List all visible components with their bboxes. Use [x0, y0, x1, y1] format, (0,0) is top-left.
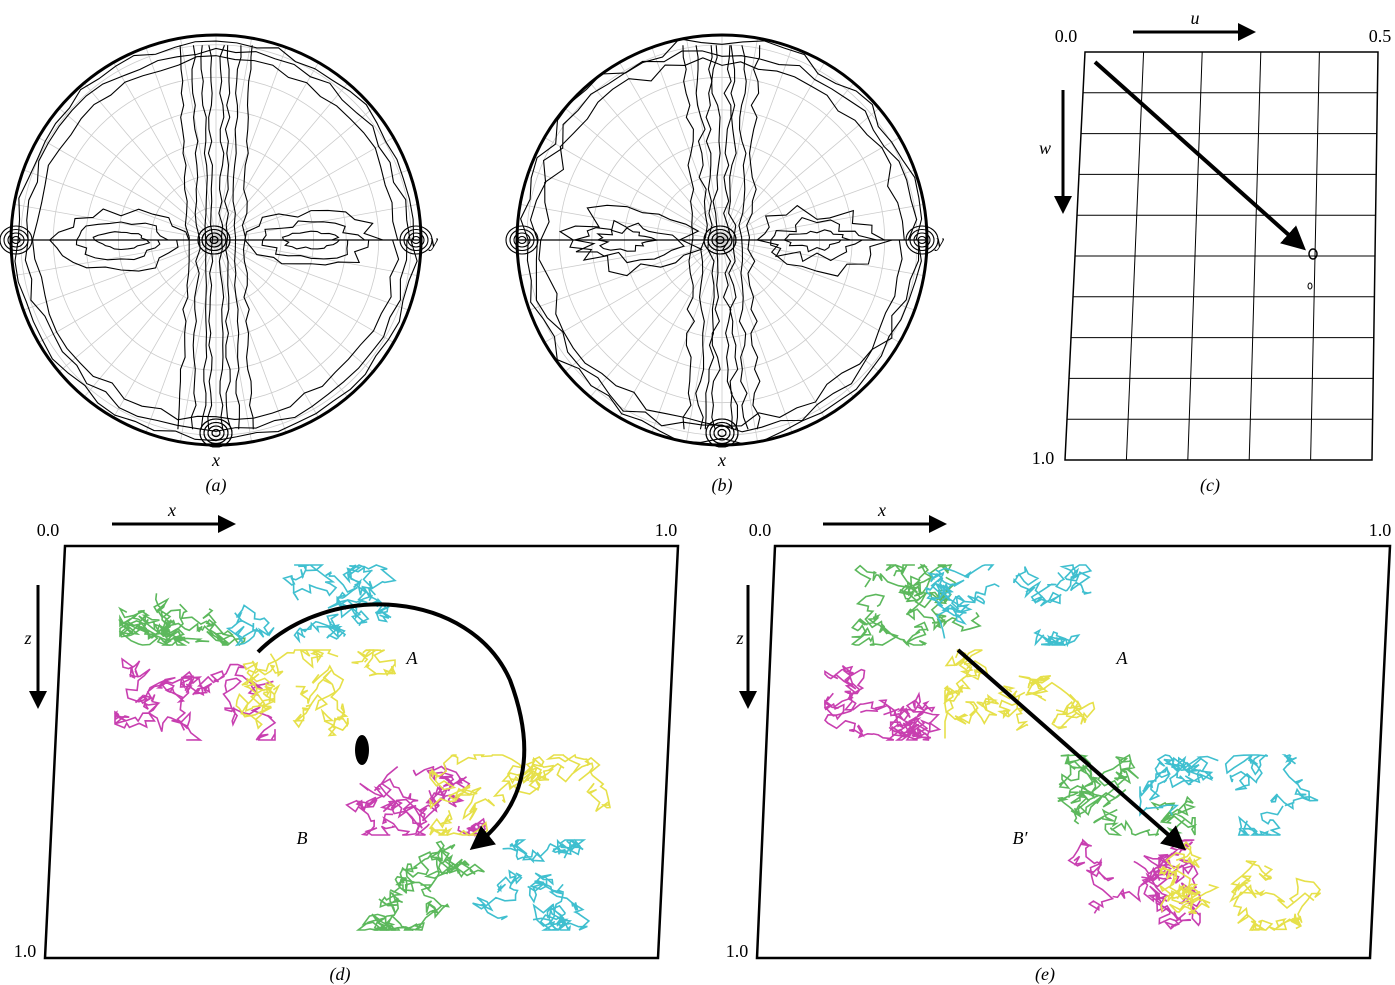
contour [76, 222, 168, 260]
molecule-trace [389, 787, 447, 836]
origin-label: 0.0 [37, 520, 60, 540]
axis-label: z [735, 628, 743, 648]
axis-end-label: 1.0 [1369, 520, 1392, 540]
panel-label: (d) [330, 964, 351, 985]
axis-label: y [934, 231, 944, 251]
molecule-trace [855, 565, 916, 595]
molecule-trace [1059, 755, 1091, 788]
axis-label: z [23, 628, 31, 648]
panel-label: (b) [712, 475, 733, 496]
molecule-trace [1239, 806, 1283, 835]
axis-label: x [877, 500, 886, 520]
molecule-trace [1269, 879, 1320, 930]
molecule-trace [503, 840, 560, 861]
contour [242, 45, 253, 429]
molecule-label: B′ [1013, 828, 1029, 848]
axis-end-label: 1.0 [14, 941, 37, 961]
molecule-trace [242, 654, 283, 709]
molecule-trace [1014, 567, 1061, 606]
axis-end-label: 0.5 [1369, 26, 1392, 46]
molecule-trace [945, 696, 999, 739]
molecule-trace [1166, 757, 1218, 783]
molecule-trace [295, 614, 346, 641]
molecule-label: A [1116, 648, 1129, 668]
molecule-trace [379, 877, 431, 913]
axis-label: x [717, 450, 726, 470]
axis-end-label: 1.0 [655, 520, 678, 540]
molecule-trace [852, 613, 898, 645]
molecule-label: B [297, 828, 308, 848]
molecule-trace [1052, 701, 1094, 729]
panel-label: (a) [206, 475, 227, 496]
origin-label: 0.0 [1055, 26, 1078, 46]
molecule-trace [1231, 861, 1272, 901]
molecule-trace [1069, 840, 1114, 913]
vector-arrow [1095, 62, 1300, 245]
molecule-trace [1056, 565, 1091, 594]
contour [757, 206, 892, 276]
peak [1309, 249, 1317, 259]
contour [784, 230, 850, 252]
contour [739, 45, 748, 429]
contour [747, 45, 760, 429]
molecule-trace [1035, 630, 1079, 645]
molecule-trace [284, 565, 336, 600]
molecule-trace [352, 650, 395, 676]
molecule-trace [825, 693, 901, 740]
molecule-trace [945, 666, 972, 712]
origin-label: 0.0 [749, 520, 772, 540]
peak [1308, 283, 1312, 289]
molecule-trace [427, 851, 485, 879]
axis-label: w [1039, 138, 1051, 158]
contour [696, 45, 708, 429]
molecule-trace [533, 903, 589, 930]
molecule-trace [1019, 676, 1080, 712]
molecule-trace [1234, 890, 1314, 930]
twofold-axis [355, 735, 369, 765]
axis-label: x [211, 450, 220, 470]
axis-end-label: 1.0 [726, 941, 749, 961]
molecule-trace [1226, 755, 1268, 790]
axis-end-label: 1.0 [1032, 448, 1055, 468]
molecule-label: A [406, 648, 419, 668]
panel-label: (e) [1035, 964, 1055, 985]
axis-label: x [167, 500, 176, 520]
panel-label: (c) [1200, 475, 1220, 496]
axis-label: u [1191, 8, 1200, 28]
molecule-trace [358, 910, 436, 930]
axis-label: y [428, 231, 438, 251]
molecule-trace [473, 871, 522, 920]
translation-arrow [958, 650, 1180, 845]
figure: x y (a) x y (b) u w 0.0 0.5 1.0 (c) x z … [0, 0, 1395, 985]
molecule-trace [1271, 755, 1318, 808]
